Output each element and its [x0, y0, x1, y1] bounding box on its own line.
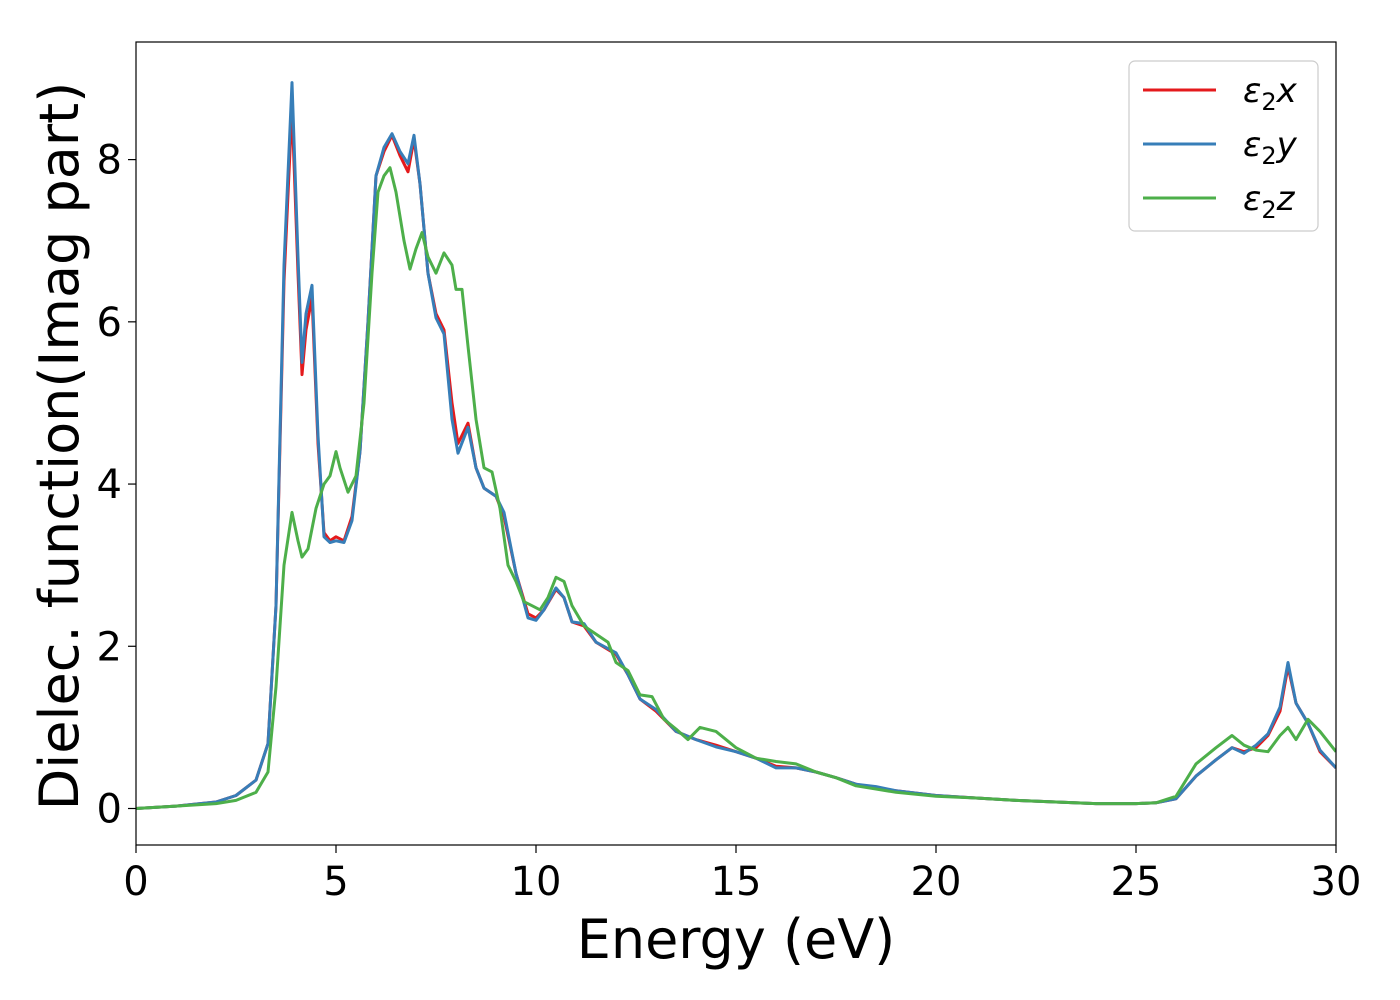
- series-layer: [136, 81, 1336, 810]
- legend-label-0: ε2x: [1243, 71, 1298, 116]
- y-tick-label: 6: [97, 300, 122, 346]
- x-axis-label: Energy (eV): [577, 908, 896, 971]
- x-tick-label: 30: [1311, 859, 1362, 905]
- x-tick-label: 15: [711, 859, 762, 905]
- legend: ε2x ε2y ε2z: [1128, 60, 1319, 232]
- x-tick-label: 10: [511, 859, 562, 905]
- series-line-2: [136, 166, 1336, 810]
- legend-label-1: ε2y: [1243, 125, 1298, 170]
- x-tick-label: 20: [911, 859, 962, 905]
- y-tick-label: 0: [97, 787, 122, 833]
- y-tick-label: 8: [97, 138, 122, 184]
- x-tick-label: 0: [123, 859, 148, 905]
- x-tick-label: 25: [1111, 859, 1162, 905]
- y-tick-label: 2: [97, 624, 122, 670]
- legend-label-2: ε2z: [1243, 179, 1296, 224]
- y-axis-label: Dielec. function(Imag part): [28, 82, 91, 811]
- legend-box: [1128, 60, 1319, 232]
- axes-layer: 0 5 10 15 20 25 30 0 2 4 6 8: [97, 41, 1362, 905]
- x-tick-label: 5: [323, 859, 348, 905]
- y-tick-label: 4: [97, 462, 122, 508]
